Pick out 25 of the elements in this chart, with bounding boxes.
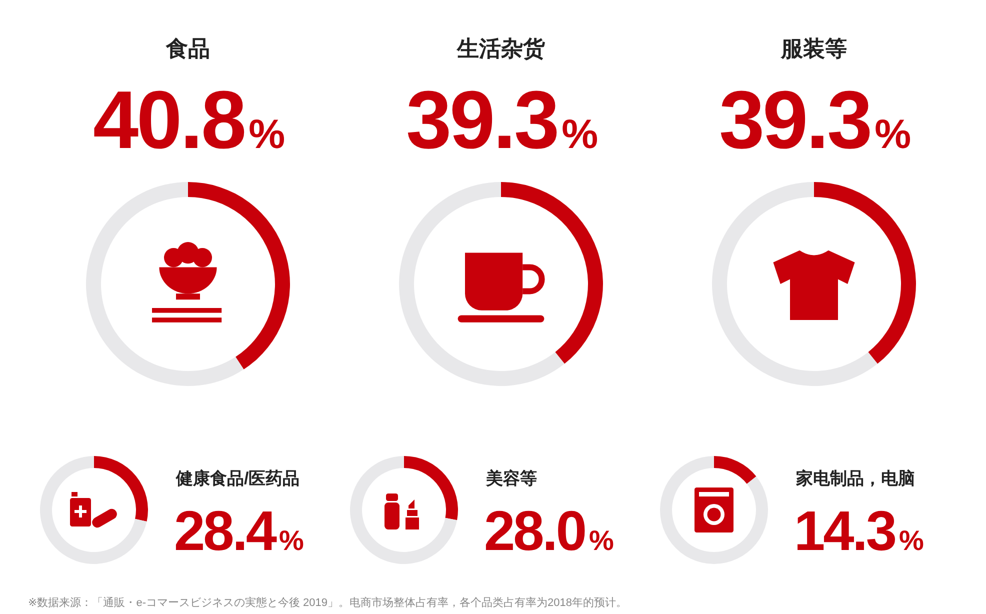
donut-slice — [404, 456, 458, 520]
donut-slice — [350, 456, 458, 564]
data-label: 28.0% — [484, 499, 614, 562]
donut-slice — [399, 182, 565, 386]
donut-slice — [814, 182, 916, 364]
chart-title: 服装等 — [780, 36, 847, 61]
chart-title: 食品 — [165, 36, 210, 61]
donut-slice — [501, 182, 603, 364]
text: 健康食品/医药品 — [175, 469, 300, 488]
text: 美容等 — [485, 469, 537, 488]
donut-slice — [660, 456, 768, 564]
donut-slice — [714, 456, 756, 484]
data-label: 39.3% — [718, 75, 911, 166]
donut-slice — [712, 182, 878, 386]
data-label: 28.4% — [174, 499, 304, 562]
data-label: 40.8% — [92, 75, 285, 166]
data-label: 39.3% — [406, 75, 598, 166]
donut-slice — [94, 456, 148, 522]
donut-slice — [86, 182, 244, 386]
data-label: 14.3% — [794, 499, 924, 562]
text: 家电制品，电脑 — [795, 469, 915, 488]
donut-slice — [40, 456, 147, 564]
chart-title: 生活杂货 — [456, 36, 545, 61]
donut-slice — [188, 182, 290, 370]
text: ※数据来源：「通販・e-コマースビジネスの実態と今後 2019」。电商市场整体占有率，各个品类占有率为2018年的预计。 — [28, 596, 627, 609]
